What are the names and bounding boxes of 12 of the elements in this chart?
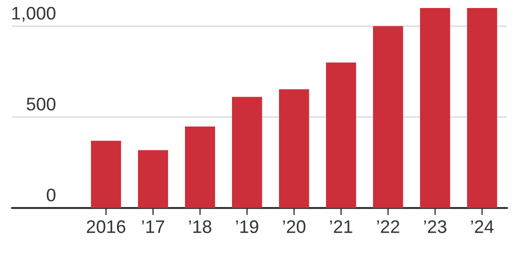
x-tick-label: ’17 (142, 220, 164, 233)
y-tick-label: 500 (26, 98, 56, 111)
x-tick-label: 2016 (86, 220, 126, 234)
x-tick-label: ’20 (283, 220, 306, 234)
y-tick-label: 0 (46, 188, 56, 202)
x-tick-label: ’21 (330, 220, 352, 233)
x-tick-label: ’18 (189, 220, 212, 234)
x-tick-label: ’22 (377, 220, 400, 233)
x-tick-label: ’19 (236, 220, 258, 234)
y-tick-label: 1,000 (12, 6, 56, 22)
x-tick-label: ’24 (471, 220, 494, 233)
x-tick-label: ’23 (424, 220, 446, 234)
